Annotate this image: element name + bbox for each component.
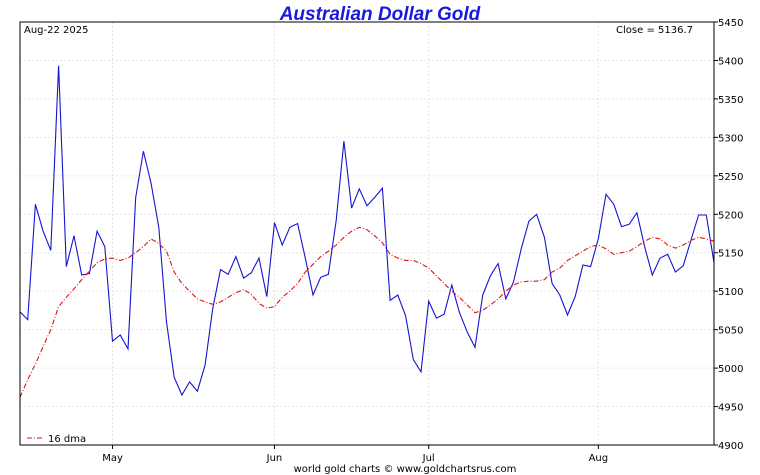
plot-frame — [19, 21, 715, 446]
y-tick-label: 5050 — [718, 326, 743, 337]
y-tick-label: 5100 — [718, 287, 743, 298]
y-tick-label: 5000 — [718, 364, 743, 375]
y-tick-label: 4900 — [718, 441, 743, 452]
x-tick-label: May — [102, 453, 123, 464]
legend: 16 dma — [27, 434, 86, 445]
x-tick-label: Jul — [422, 453, 435, 464]
footer-credit: world gold charts © www.goldchartsrus.co… — [294, 464, 517, 475]
y-tick-label: 5300 — [718, 133, 743, 144]
chart-title: Australian Dollar Gold — [279, 4, 481, 25]
price-line — [19, 65, 715, 397]
dma-line — [19, 226, 715, 398]
y-axis: 4900 4950 5000 5050 5100 5150 5200 5250 5300 5350… — [714, 18, 743, 452]
close-label: Close = 5136.7 — [616, 25, 693, 36]
plot-background — [20, 22, 714, 445]
y-tick-label: 5250 — [718, 172, 743, 183]
x-axis: May Jun Jul Aug — [102, 445, 608, 464]
y-tick-label: 5200 — [718, 210, 743, 221]
legend-dma-label: 16 dma — [48, 434, 86, 445]
y-tick-label: 5400 — [718, 56, 743, 67]
y-tick-label: 5150 — [718, 249, 743, 260]
y-tick-label: 5350 — [718, 95, 743, 106]
y-tick-label: 5450 — [718, 18, 743, 29]
x-tick-label: Aug — [589, 453, 609, 464]
series-layer — [19, 65, 715, 398]
x-tick-label: Jun — [266, 453, 283, 464]
date-label: Aug-22 2025 — [24, 25, 89, 36]
grid — [20, 21, 714, 446]
y-tick-label: 4950 — [718, 403, 743, 414]
